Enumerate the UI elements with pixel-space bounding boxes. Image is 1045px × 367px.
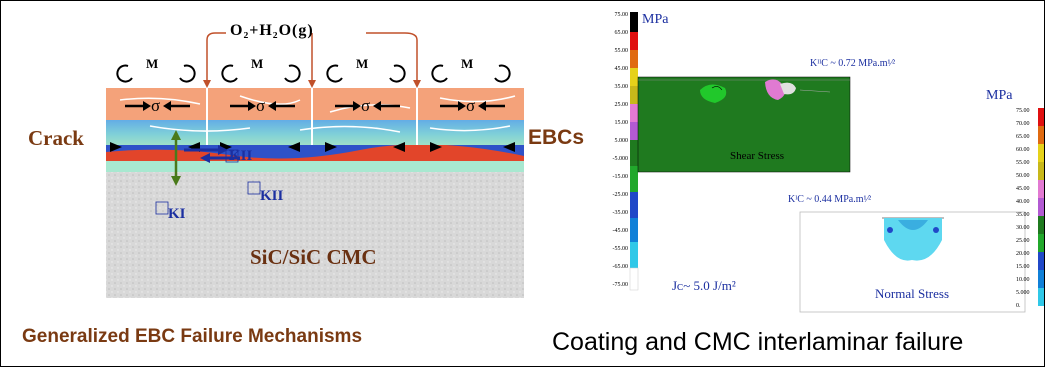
moment-label-1: M xyxy=(146,56,159,71)
tick: -75.00 xyxy=(612,282,629,288)
tick: 5.000 xyxy=(614,138,629,144)
tick: -35.00 xyxy=(612,210,629,216)
unit-label-normal: MPa xyxy=(986,88,1013,103)
tick: 25.00 xyxy=(1016,238,1030,244)
moment-label-3: M xyxy=(356,56,369,71)
unit-label-shear: MPa xyxy=(642,12,669,27)
colorbar-normal xyxy=(1038,108,1044,306)
tick: 30.00 xyxy=(1016,225,1030,231)
top-coat xyxy=(106,88,524,120)
stress-label-3: σ xyxy=(361,96,371,115)
mode-ii-arrows xyxy=(184,148,240,160)
tick: 35.00 xyxy=(1016,212,1030,218)
crack-label: Crack xyxy=(28,126,84,150)
tick: 10.00 xyxy=(1016,277,1030,283)
tick: 35.00 xyxy=(614,84,629,90)
jc-label: Jᴄ~ 5.0 J/m² xyxy=(672,278,736,293)
moment-label-2: M xyxy=(251,56,264,71)
tick: -15.00 xyxy=(612,174,629,180)
stress-label-4: σ xyxy=(466,96,476,115)
colorbar-shear xyxy=(629,12,639,291)
tick: 70.00 xyxy=(1016,121,1030,127)
tick: 45.00 xyxy=(1016,186,1030,192)
tick: 75.00 xyxy=(1016,108,1030,114)
intermediate-layer xyxy=(106,118,524,145)
fea-stress-plots xyxy=(629,12,1044,313)
tick: 25.00 xyxy=(614,102,629,108)
bond-coat xyxy=(106,160,524,172)
tick: 55.00 xyxy=(614,48,629,54)
shear-stress-label: Shear Stress xyxy=(730,150,785,162)
tick: 65.00 xyxy=(614,30,629,36)
ebcs-label: EBCs xyxy=(528,126,585,149)
tick: 55.00 xyxy=(1016,160,1030,166)
tick: 75.00 xyxy=(614,12,629,18)
tick: 5.000 xyxy=(1016,290,1030,296)
k1-label: KI xyxy=(168,206,186,222)
tick: 15.00 xyxy=(1016,264,1030,270)
tick: 40.00 xyxy=(1016,199,1030,205)
shear-stress-plot xyxy=(637,76,851,173)
right-caption: Coating and CMC interlaminar failure xyxy=(552,328,964,356)
tick: 45.00 xyxy=(614,66,629,72)
substrate-label: SiC/SiC CMC xyxy=(250,245,377,269)
gas-bracket xyxy=(206,32,418,85)
k2-label-interface: KII xyxy=(229,148,253,164)
left-caption: Generalized EBC Failure Mechanisms xyxy=(22,326,363,347)
tick: 60.00 xyxy=(1016,147,1030,153)
k2c-label: KᴵᴵC ~ 0.72 MPa.m¹⁄² xyxy=(810,58,896,69)
ebc-failure-diagram xyxy=(106,32,524,298)
k1c-label: KᴵC ~ 0.44 MPa.m¹⁄² xyxy=(788,194,872,205)
cmc-substrate xyxy=(106,170,524,298)
tick: -45.00 xyxy=(612,228,629,234)
moment-label-4: M xyxy=(461,56,474,71)
tick: 50.00 xyxy=(1016,173,1030,179)
tick: -25.00 xyxy=(612,192,629,198)
tick: 15.00 xyxy=(614,120,629,126)
tick: -5.000 xyxy=(612,156,629,162)
tick: -55.00 xyxy=(612,246,629,252)
stress-label-1: σ xyxy=(151,96,161,115)
gas-label: O₂+H₂O(g) xyxy=(230,22,314,39)
tick: 0. xyxy=(1016,303,1021,309)
tick: 20.00 xyxy=(1016,251,1030,257)
tick: -65.00 xyxy=(612,264,629,270)
k2-label-substrate: KII xyxy=(260,188,284,204)
normal-stress-label: Normal Stress xyxy=(875,286,950,301)
moment-arrows xyxy=(116,64,511,83)
tick: 65.00 xyxy=(1016,134,1030,140)
stress-label-2: σ xyxy=(256,96,266,115)
